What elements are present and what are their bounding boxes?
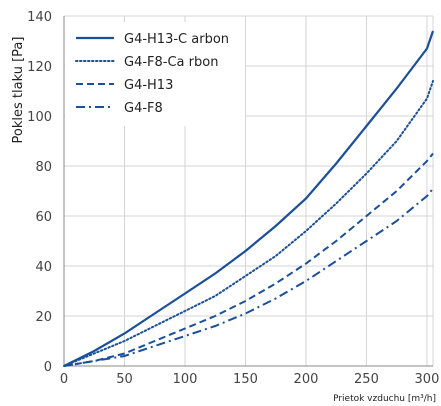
series-lines <box>63 30 435 367</box>
y-tick-label: 140 <box>27 10 52 25</box>
x-tick-label: 150 <box>233 372 258 387</box>
x-tick-label: 100 <box>173 372 198 387</box>
legend-background <box>65 22 245 126</box>
legend-label: G4-H13 <box>124 78 173 93</box>
y-axis-label: Pokles tlaku [Pa] <box>11 37 26 144</box>
legend: G4-H13-C arbon G4-F8-Ca rbon G4-H13 G4-F8 <box>65 22 245 126</box>
x-tick-label: 0 <box>60 372 68 387</box>
series-line-1 <box>63 30 435 367</box>
x-tick-label: 200 <box>294 372 319 387</box>
legend-label: G4-H13-C arbon <box>124 32 229 47</box>
axes: 0 20 40 60 80 100 120 140 0 50 100 150 200 250 300 <box>27 10 439 387</box>
y-tick-label: 100 <box>27 110 52 125</box>
y-tick-label: 120 <box>27 60 52 75</box>
x-tick-label: 50 <box>116 372 133 387</box>
series-line-4 <box>63 187 434 367</box>
x-tick-label: 250 <box>354 372 379 387</box>
y-tick-label: 40 <box>35 260 52 275</box>
x-axis-label: Prietok vzduchu [m³/h] <box>333 394 436 404</box>
x-tick-label: 300 <box>415 372 440 387</box>
y-tick-label: 60 <box>35 210 52 225</box>
y-tick-label: 0 <box>44 360 52 375</box>
y-tick-label: 20 <box>35 310 52 325</box>
series-line-2 <box>63 80 434 367</box>
y-tick-label: 80 <box>35 160 52 175</box>
legend-label: G4-F8 <box>124 101 163 116</box>
legend-label: G4-F8-Ca rbon <box>124 55 218 70</box>
series-line-3 <box>63 152 434 367</box>
